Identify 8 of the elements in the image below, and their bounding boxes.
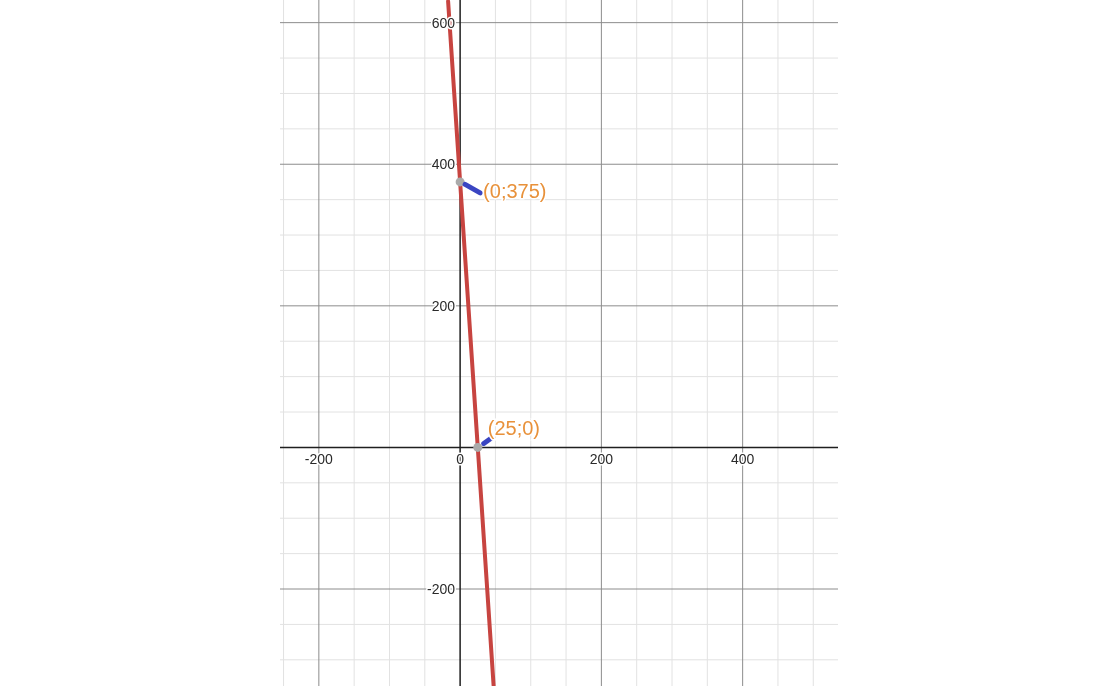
annotation: (25;0) (487, 417, 541, 440)
y-tick-label: -200 (427, 581, 456, 598)
x-tick-label: 400 (730, 451, 755, 468)
x-tick-label: -200 (304, 451, 334, 468)
y-tick-label: 400 (431, 156, 456, 173)
annotation: (0;375) (483, 179, 547, 202)
x-tick-label: 200 (589, 451, 614, 468)
y-tick-label: 200 (431, 297, 456, 314)
